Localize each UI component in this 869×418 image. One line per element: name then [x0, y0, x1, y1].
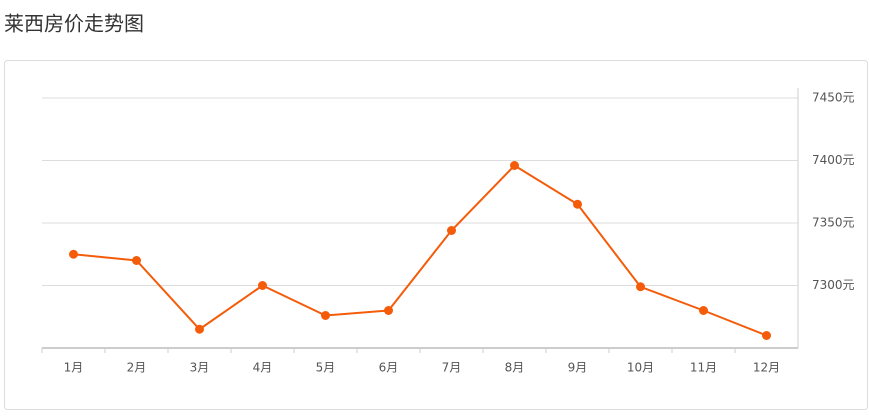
point [447, 226, 456, 235]
x-tick-label: 11月 [690, 361, 717, 375]
x-tick-label: 5月 [316, 361, 336, 375]
point [258, 281, 267, 290]
x-tick-label: 12月 [753, 361, 780, 375]
point [573, 199, 582, 209]
x-tick-label: 9月 [568, 361, 588, 375]
point [69, 249, 78, 259]
x-tick-label: 1月 [64, 361, 84, 375]
x-tick-label: 3月 [190, 361, 210, 375]
x-tick-label: 6月 [379, 361, 399, 375]
point [195, 324, 204, 334]
x-tick-label: 8月 [505, 361, 525, 375]
point [762, 331, 771, 340]
chart-title: 莱西房价走势图 [4, 12, 144, 36]
x-tick-label: 2月 [127, 361, 147, 375]
x-tick-label: 10月 [627, 361, 654, 375]
point [384, 306, 393, 315]
y-tick-label: 7300元 [812, 278, 855, 292]
point [510, 161, 519, 170]
point [636, 282, 645, 292]
point [132, 256, 141, 265]
line [73, 164, 767, 337]
y-tick-label: 7400元 [812, 153, 855, 167]
point [321, 311, 330, 320]
point [699, 306, 708, 315]
y-tick-label: 7450元 [812, 91, 855, 105]
x-tick-label: 4月 [253, 361, 273, 375]
chart-frame [4, 60, 868, 410]
y-tick-label: 7350元 [812, 216, 855, 230]
x-tick-label: 7月 [442, 361, 462, 375]
